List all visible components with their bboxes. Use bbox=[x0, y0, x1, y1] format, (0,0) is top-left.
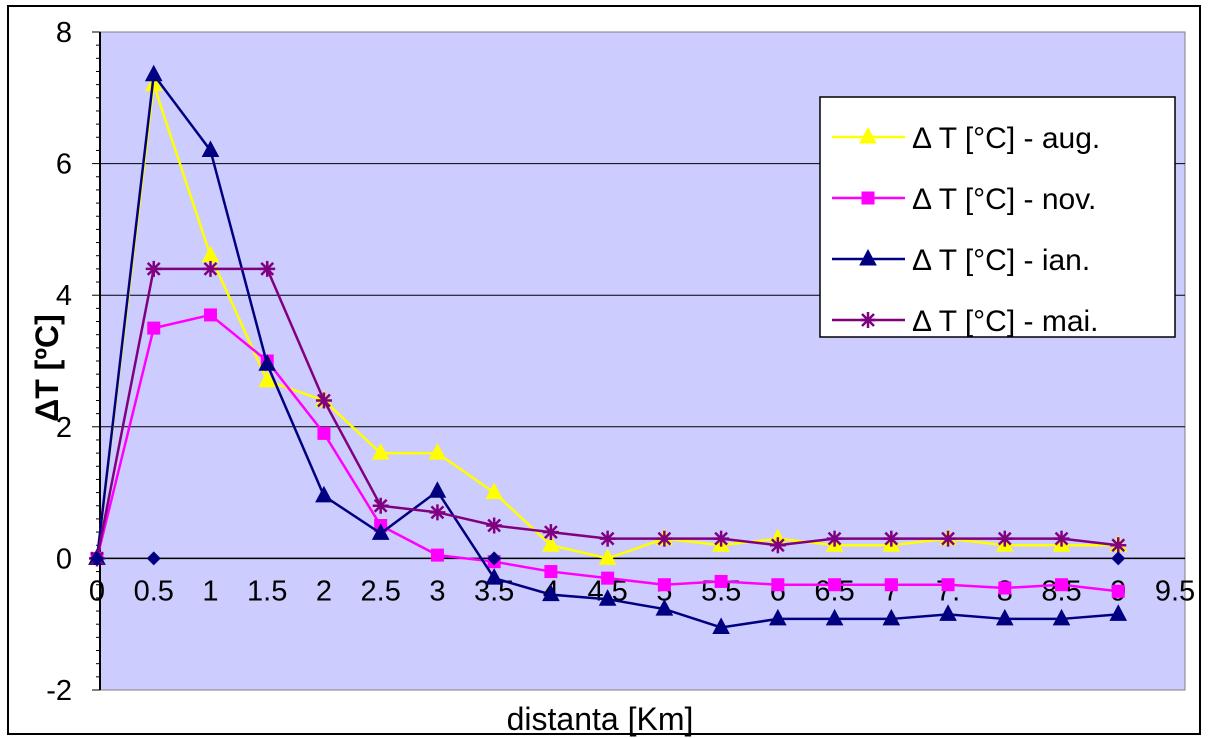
x-tick-label: 0 bbox=[89, 575, 105, 607]
series-layer bbox=[88, 64, 1128, 634]
x-tick-label: 2 bbox=[316, 575, 332, 607]
data-point bbox=[825, 608, 844, 626]
data-point bbox=[371, 443, 390, 460]
data-point bbox=[882, 608, 901, 626]
data-point bbox=[941, 578, 955, 592]
y-tick-label: -2 bbox=[46, 675, 72, 707]
data-point bbox=[826, 530, 843, 547]
data-point bbox=[258, 370, 277, 388]
data-point bbox=[315, 392, 332, 409]
series-3 bbox=[89, 260, 1127, 567]
data-point bbox=[430, 548, 444, 562]
data-point bbox=[485, 568, 503, 585]
data-point bbox=[486, 517, 503, 534]
data-point bbox=[542, 524, 559, 541]
y-tick-label: 4 bbox=[56, 280, 72, 312]
data-point bbox=[542, 535, 560, 552]
data-point bbox=[201, 140, 220, 157]
data-point bbox=[598, 548, 617, 565]
data-point bbox=[544, 565, 558, 579]
data-point bbox=[315, 485, 333, 503]
data-point bbox=[657, 578, 671, 592]
data-point bbox=[428, 443, 447, 460]
data-point bbox=[656, 530, 673, 547]
data-point bbox=[145, 260, 162, 277]
legend-item: Δ T [°C] - ian. bbox=[832, 244, 1090, 277]
x-tick-label: 2.5 bbox=[361, 575, 401, 607]
legend-label: Δ T [°C] - aug. bbox=[912, 122, 1100, 155]
data-point bbox=[542, 584, 560, 602]
data-point bbox=[713, 530, 730, 547]
data-point bbox=[485, 482, 503, 500]
y-axis-title: ΔT [ºC] bbox=[29, 314, 65, 422]
data-point bbox=[1055, 578, 1069, 592]
data-point bbox=[998, 581, 1012, 595]
data-point bbox=[828, 578, 842, 592]
data-point bbox=[428, 481, 447, 498]
y-tick-label: 0 bbox=[56, 543, 72, 575]
data-point bbox=[1111, 584, 1125, 598]
data-point bbox=[371, 523, 390, 540]
data-point bbox=[1109, 604, 1128, 621]
data-point bbox=[144, 64, 163, 82]
data-point bbox=[487, 551, 502, 566]
data-point bbox=[202, 260, 219, 277]
y-tick-label: 2 bbox=[56, 412, 72, 444]
data-point bbox=[147, 321, 161, 335]
data-point bbox=[1052, 608, 1071, 626]
data-point bbox=[601, 571, 615, 585]
data-point bbox=[203, 308, 217, 322]
data-point bbox=[655, 599, 674, 616]
legend-label: Δ T [°C] - ian. bbox=[912, 244, 1090, 277]
data-point bbox=[940, 530, 957, 547]
data-point bbox=[859, 126, 877, 144]
legend-label: Δ T [°C] - nov. bbox=[912, 183, 1096, 216]
data-point bbox=[1053, 530, 1070, 547]
data-point bbox=[90, 551, 104, 566]
y-tick-label: 6 bbox=[56, 149, 72, 181]
data-point bbox=[714, 574, 728, 588]
x-tick-label: 1 bbox=[202, 575, 218, 607]
data-point bbox=[861, 191, 875, 205]
data-point bbox=[1110, 537, 1127, 554]
data-point bbox=[146, 551, 161, 566]
data-point bbox=[996, 530, 1013, 547]
data-point bbox=[995, 608, 1014, 626]
series-4 bbox=[90, 551, 1126, 566]
data-point bbox=[317, 426, 331, 440]
data-point bbox=[598, 589, 617, 606]
data-point bbox=[859, 248, 877, 266]
legend: Δ T [°C] - aug. Δ T [°C] - nov. Δ T [°C] -… bbox=[819, 96, 1176, 338]
data-point bbox=[599, 530, 616, 547]
data-point bbox=[939, 604, 957, 621]
y-tick-labels: 8 6 4 2 0 -2 bbox=[46, 17, 72, 707]
legend-item: Δ T [°C] - aug. bbox=[832, 122, 1100, 155]
data-point bbox=[860, 312, 876, 328]
data-point bbox=[1111, 551, 1126, 566]
x-tick-label: 9.5 bbox=[1155, 575, 1195, 607]
data-point bbox=[372, 497, 389, 514]
y-tick-label: 8 bbox=[56, 17, 72, 49]
data-point bbox=[771, 578, 785, 592]
legend-item: Δ T [°C] - nov. bbox=[832, 183, 1096, 216]
x-tick-label: 3 bbox=[429, 575, 445, 607]
legend-item: Δ T [°C] - mai. bbox=[832, 305, 1099, 338]
data-point bbox=[429, 504, 446, 521]
x-tick-label: 0.5 bbox=[134, 575, 174, 607]
axes bbox=[92, 31, 1185, 691]
x-tick-label: 1.5 bbox=[247, 575, 287, 607]
data-point bbox=[712, 617, 730, 634]
data-point bbox=[883, 530, 900, 547]
x-axis-title: distanta [Km] bbox=[507, 701, 694, 737]
legend-label: Δ T [°C] - mai. bbox=[912, 305, 1099, 338]
data-point bbox=[884, 578, 898, 592]
data-point bbox=[769, 608, 787, 626]
data-point bbox=[258, 354, 277, 371]
data-point bbox=[769, 537, 786, 554]
data-point bbox=[259, 260, 276, 277]
